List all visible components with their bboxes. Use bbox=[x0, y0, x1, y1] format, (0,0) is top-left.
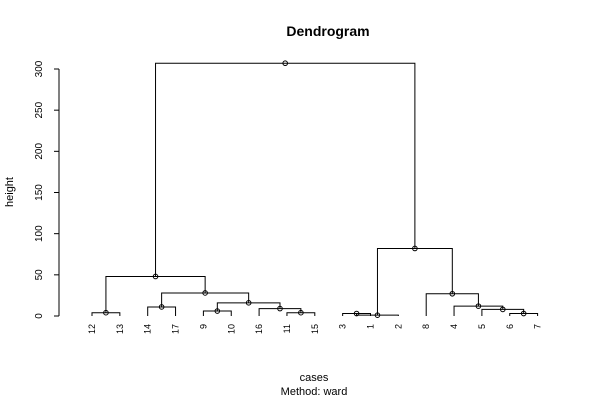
dendrogram-branch bbox=[161, 292, 250, 307]
dendrogram-branch bbox=[147, 306, 177, 316]
chart-title: Dendrogram bbox=[286, 23, 369, 39]
dendrogram-branch bbox=[425, 293, 479, 316]
y-axis-label: height bbox=[4, 177, 16, 207]
y-tick-label: 300 bbox=[34, 60, 45, 77]
merge-point bbox=[412, 245, 418, 252]
leaf-label: 12 bbox=[87, 324, 97, 334]
y-tick-label: 50 bbox=[34, 269, 45, 281]
y-axis: 0 50 100 150 200 250 300 bbox=[34, 60, 60, 319]
dendrogram-branch bbox=[481, 308, 525, 316]
leaf-label: 17 bbox=[171, 324, 181, 334]
leaf-label: 3 bbox=[338, 324, 348, 329]
merge-point bbox=[282, 60, 289, 67]
leaf-label: 11 bbox=[282, 324, 292, 333]
merge-point bbox=[152, 273, 159, 280]
merge-point bbox=[475, 303, 482, 309]
dendrogram-branch bbox=[453, 305, 504, 316]
leaf-label: 8 bbox=[421, 324, 431, 329]
dendrogram-branch bbox=[376, 247, 453, 316]
leaf-label: 14 bbox=[143, 324, 153, 334]
leaf-label: 7 bbox=[533, 324, 543, 329]
merge-point bbox=[499, 306, 506, 313]
merge-point bbox=[277, 305, 283, 312]
dendrogram-branch bbox=[356, 313, 399, 316]
merge-point bbox=[245, 300, 252, 306]
y-tick-label: 100 bbox=[34, 225, 45, 242]
y-tick-label: 0 bbox=[34, 313, 45, 319]
y-tick-label: 150 bbox=[34, 184, 45, 201]
merge-point bbox=[374, 312, 381, 318]
dendrogram-branch bbox=[91, 312, 121, 316]
dendrogram-branches bbox=[91, 62, 539, 316]
leaf-label: 16 bbox=[254, 324, 264, 334]
leaf-label: 10 bbox=[226, 324, 236, 334]
merge-point bbox=[520, 310, 527, 317]
dendrogram-branch bbox=[216, 302, 281, 312]
dendrogram-branch bbox=[286, 312, 316, 316]
x-axis-label: cases bbox=[300, 372, 329, 384]
leaf-label: 15 bbox=[310, 324, 320, 334]
merge-point bbox=[158, 304, 165, 310]
merge-point bbox=[353, 310, 360, 317]
method-label: Method: ward bbox=[281, 386, 348, 398]
y-tick-label: 250 bbox=[34, 101, 45, 118]
leaf-label: 5 bbox=[477, 324, 487, 329]
merge-point bbox=[202, 290, 208, 296]
leaf-label: 9 bbox=[198, 324, 208, 329]
merge-points bbox=[103, 60, 527, 318]
merge-point bbox=[214, 308, 221, 314]
leaf-labels: 12 13 14 17 9 10 16 11 15 3 1 2 8 4 5 6 7 bbox=[87, 324, 543, 334]
merge-point bbox=[103, 309, 109, 316]
leaf-label: 2 bbox=[393, 324, 403, 329]
leaf-label: 13 bbox=[115, 324, 125, 334]
leaf-label: 1 bbox=[366, 324, 376, 329]
dendrogram-branch bbox=[155, 62, 416, 277]
merge-point bbox=[449, 290, 456, 297]
merge-point bbox=[298, 309, 304, 316]
y-tick-label: 200 bbox=[34, 143, 45, 160]
leaf-label: 6 bbox=[505, 324, 515, 329]
leaf-label: 4 bbox=[449, 324, 459, 329]
